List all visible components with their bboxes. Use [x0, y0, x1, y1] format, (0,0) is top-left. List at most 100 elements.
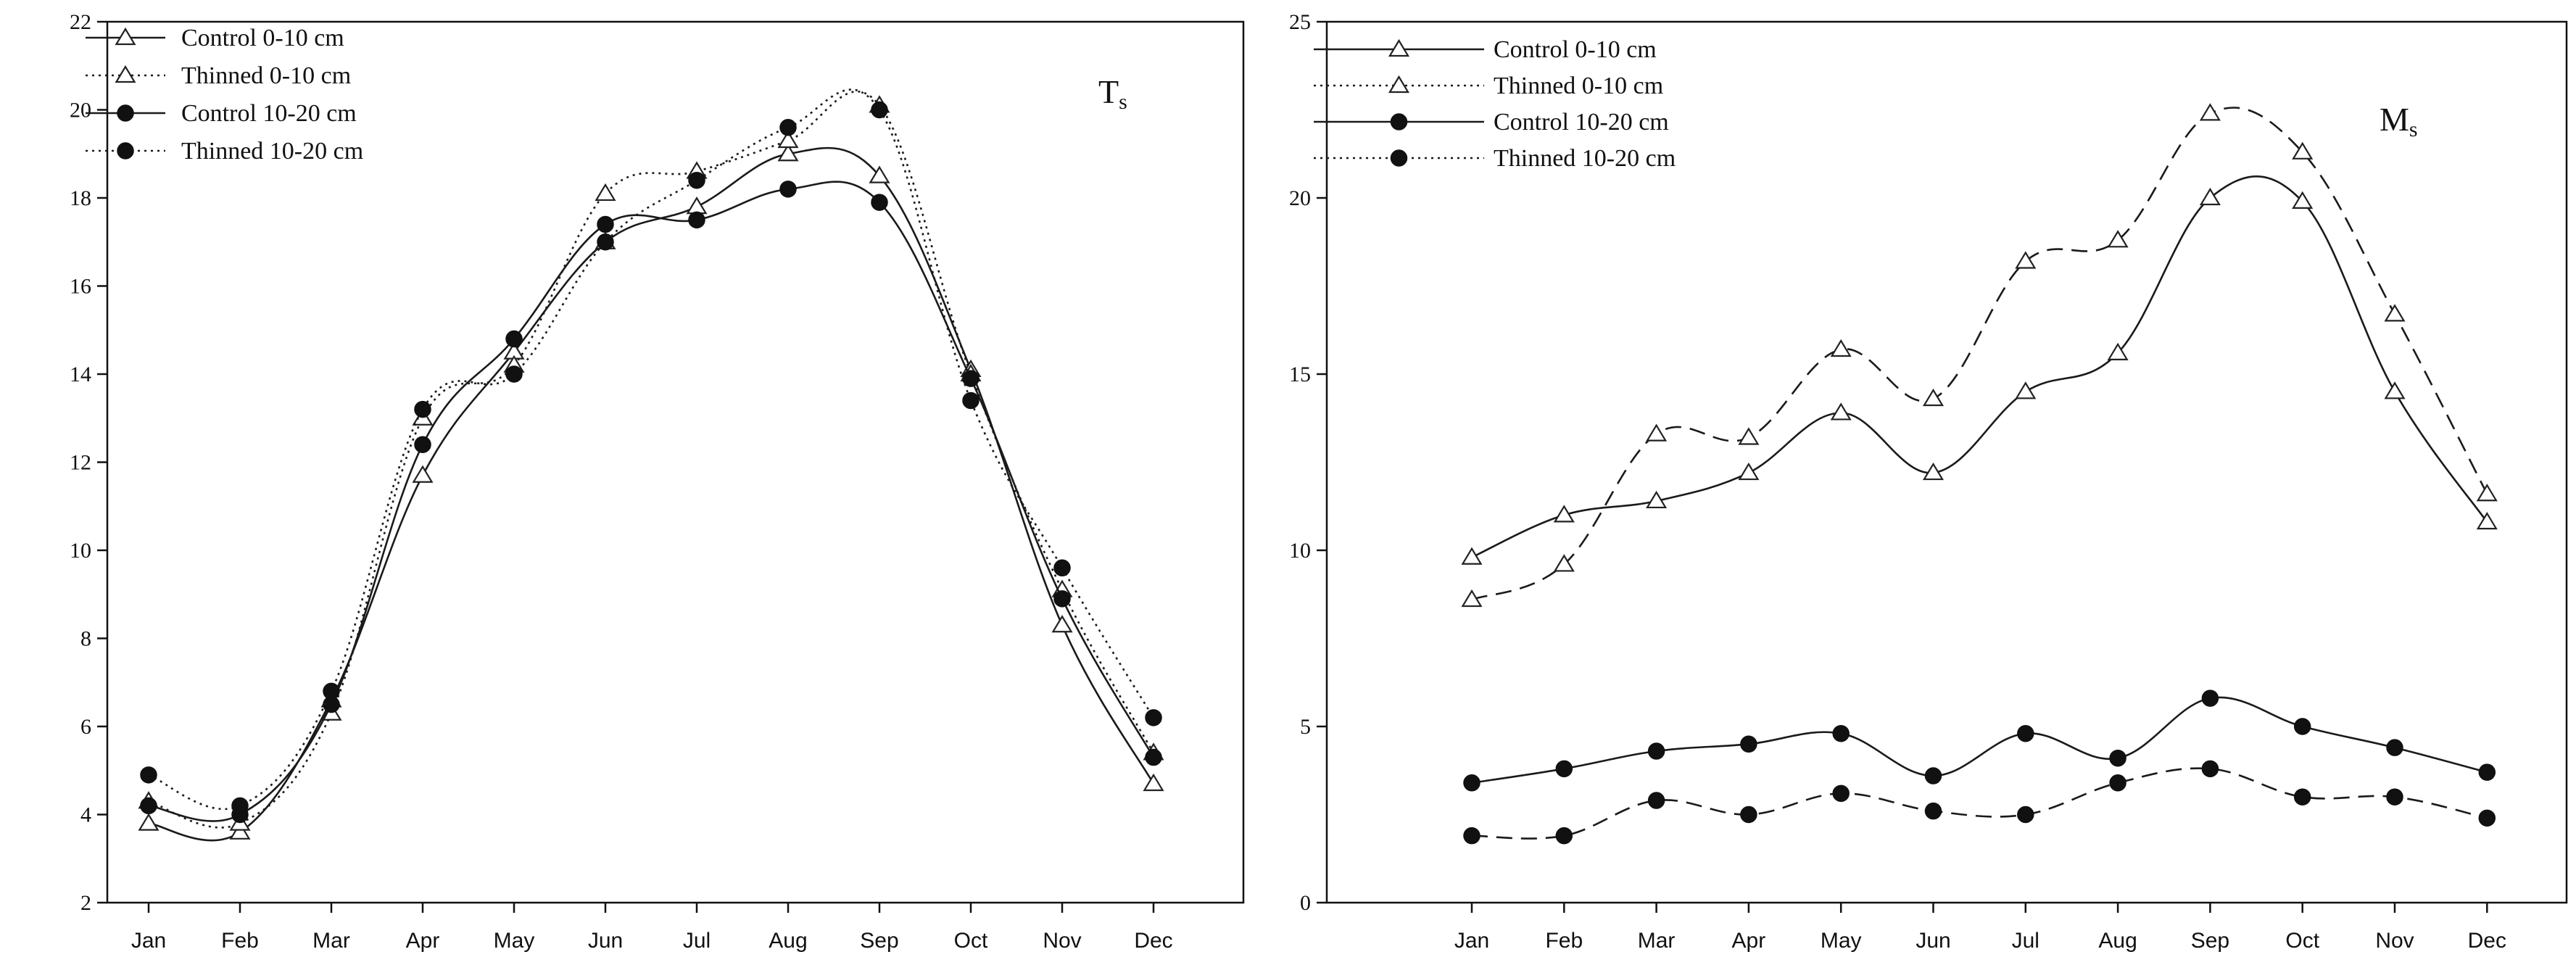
triangle-marker [869, 165, 890, 183]
y-tick-label: 6 [80, 715, 91, 739]
triangle-marker [1461, 589, 1483, 608]
triangle-marker [1553, 554, 1575, 572]
plot-frame [1325, 20, 2568, 904]
x-tick-label: May [494, 929, 535, 953]
triangle-marker [777, 130, 799, 149]
y-tick-label: 0 [1300, 891, 1311, 915]
x-tick-label: Jun [1916, 929, 1950, 953]
x-tick-label: Dec [2468, 929, 2506, 953]
circle-marker [597, 233, 614, 251]
legend-label: Thinned 10-20 cm [181, 138, 363, 165]
soil-temperature-chart: 2 4 6 8 10 12 14 16 18 20 22 Jan Feb Mar Apr May Jun Jul A… [70, 10, 1245, 953]
soil-moisture-chart: 0 5 10 15 20 25 Jan Feb Mar Apr May Jun Jul Aug Sep Oct… [1289, 10, 2568, 953]
legend-label: Control 0-10 cm [181, 25, 344, 51]
circle-marker [1832, 724, 1850, 742]
legend-label: Control 0-10 cm [1494, 36, 1657, 63]
circle-marker [1740, 735, 1757, 753]
series-line [1471, 696, 2488, 784]
y-tick-label: 8 [80, 627, 91, 651]
y-tick-label: 5 [1300, 715, 1311, 739]
circle-marker [140, 797, 157, 815]
triangle-marker [2107, 342, 2129, 360]
triangle-marker [1738, 462, 1760, 481]
circle-marker [1145, 748, 1162, 766]
triangle-marker [1461, 547, 1483, 565]
circle-marker [140, 766, 157, 784]
x-tick-label: Jun [588, 929, 623, 953]
series-line [1471, 767, 2488, 840]
x-tick-label: Oct [2285, 929, 2319, 953]
circle-marker [1924, 767, 1942, 784]
circle-marker [1053, 590, 1071, 608]
circle-marker [1555, 827, 1573, 845]
series-thinned-0-10-cm [1461, 103, 2498, 608]
series-thinned-10-20-cm [140, 88, 1162, 815]
circle-marker [323, 682, 340, 700]
circle-marker [414, 400, 431, 418]
y-tick-label: 25 [1289, 10, 1311, 34]
series-control-0-10-cm [1461, 175, 2498, 565]
y-tick-label: 16 [70, 275, 91, 299]
triangle-marker [1830, 339, 1852, 357]
x-tick-label: Aug [2098, 929, 2137, 953]
y-tick-label: 15 [1289, 363, 1311, 386]
x-tick-label: Oct [954, 929, 988, 953]
panel-tag-sub: s [2409, 117, 2418, 141]
legend-circle-marker [1390, 113, 1408, 131]
legend-label: Thinned 10-20 cm [1494, 145, 1676, 172]
legend-triangle-marker [115, 27, 136, 46]
panel-tag: Ms [2380, 101, 2418, 141]
triangle-marker [229, 821, 251, 840]
circle-marker [2017, 724, 2034, 742]
circle-marker [231, 797, 249, 815]
legend-circle-marker [117, 142, 134, 160]
circle-marker [2201, 760, 2219, 778]
triangle-marker [2384, 381, 2406, 399]
circle-marker [2109, 749, 2126, 767]
legend-triangle-marker [115, 65, 136, 83]
circle-marker [2017, 805, 2034, 824]
series-thinned-10-20-cm [1463, 760, 2496, 845]
panel-tag-main: T [1098, 73, 1119, 110]
panel-tag-sub: s [1119, 90, 1127, 114]
series-line [1471, 107, 2488, 601]
triangle-marker [2476, 484, 2498, 502]
circle-marker [1647, 742, 1665, 760]
triangle-marker [1738, 427, 1760, 445]
triangle-marker [686, 196, 708, 215]
circle-marker [597, 215, 614, 233]
circle-marker [688, 171, 705, 189]
series-line [148, 181, 1155, 822]
circle-marker [871, 194, 888, 211]
circle-marker [1740, 805, 1757, 824]
circle-marker [1145, 709, 1162, 726]
circle-marker [2201, 689, 2219, 707]
legend-label: Thinned 0-10 cm [181, 62, 351, 89]
circle-marker [1463, 827, 1480, 845]
legend-triangle-marker [1388, 38, 1410, 57]
legend-circle-marker [117, 104, 134, 122]
circle-marker [2293, 718, 2311, 735]
x-tick-label: Nov [1043, 929, 1081, 953]
series-line [148, 88, 1155, 811]
y-tick-label: 14 [70, 363, 91, 386]
circle-marker [779, 119, 797, 136]
circle-marker [962, 392, 980, 410]
x-tick-label: Dec [1134, 929, 1172, 953]
y-tick-label: 10 [70, 539, 91, 563]
series-control-10-20-cm [1463, 689, 2496, 792]
x-tick-label: May [1821, 929, 1862, 953]
triangle-marker [2476, 511, 2498, 530]
circle-marker [1053, 559, 1071, 577]
x-tick-label: Mar [312, 929, 350, 953]
circle-marker [2478, 809, 2496, 827]
circle-marker [2386, 788, 2403, 805]
y-tick-label: 2 [80, 891, 91, 915]
triangle-marker [2015, 381, 2037, 399]
y-tick-label: 20 [1289, 186, 1311, 210]
circle-marker [414, 436, 431, 453]
legend-label: Control 10-20 cm [181, 100, 357, 127]
triangle-marker [412, 465, 434, 483]
x-tick-label: Sep [2191, 929, 2229, 953]
circle-marker [2386, 739, 2403, 756]
